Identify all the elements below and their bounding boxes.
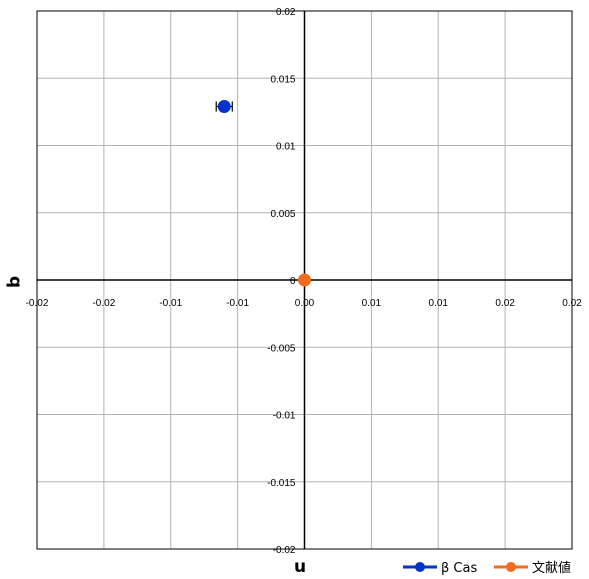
x-tick-label: 0.02 [562,298,582,309]
y-tick-label: -0.01 [273,411,296,422]
legend: β Cas 文献値 [403,560,571,576]
y-tick-label: 0.01 [276,142,296,153]
x-tick-label: 0.00 [295,298,315,309]
y-tick-label: -0.015 [267,478,296,489]
point-series-0 [217,99,231,113]
y-tick-label: 0.015 [270,74,295,85]
x-axis-title: u [294,557,306,577]
x-tick-label: -0.02 [26,298,49,309]
x-tick-label: -0.02 [92,298,115,309]
x-tick-label: 0.02 [495,298,515,309]
legend-label-1: 文献値 [532,560,571,576]
x-tick-label: -0.01 [159,298,182,309]
legend-marker-0 [415,562,425,572]
y-tick-label: -0.02 [273,545,296,556]
y-tick-label: -0.005 [267,343,296,354]
x-tick-label: 0.01 [429,298,449,309]
data-points [215,99,311,287]
point-series-1 [298,273,311,287]
y-tick-label: 0 [290,276,296,287]
x-tick-label: -0.01 [226,298,249,309]
x-tick-label: 0.01 [362,298,382,309]
x-tick-labels: -0.02 -0.02 -0.01 -0.01 0.00 0.01 0.01 0.02 0.02 [26,298,583,309]
y-axis-title: q [5,276,25,288]
y-tick-label: 0.005 [270,209,295,220]
y-tick-labels: 0.02 0.015 0.01 0.005 0 -0.005 -0.01 -0.015 -0.0… [267,7,296,556]
legend-label-0: β Cas [441,561,477,576]
y-tick-label: 0.02 [276,7,296,18]
legend-marker-1 [506,562,516,572]
